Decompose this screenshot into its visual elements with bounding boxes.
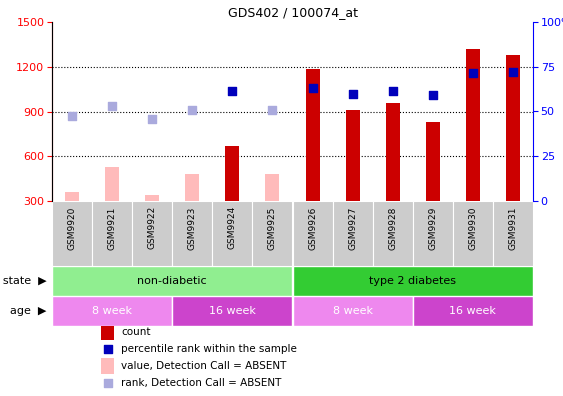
Text: 16 week: 16 week [209,306,256,316]
Text: 8 week: 8 week [92,306,132,316]
Bar [101,325,114,340]
Text: GSM9927: GSM9927 [348,206,357,249]
Bar [101,358,114,373]
Bar [493,201,533,266]
Text: non-diabetic: non-diabetic [137,276,207,286]
Point [228,88,237,94]
Text: GSM9925: GSM9925 [268,206,277,249]
Bar [145,195,159,201]
Text: GSM9922: GSM9922 [148,206,157,249]
Text: percentile rank within the sample: percentile rank within the sample [121,344,297,354]
Point [468,70,477,76]
Point [68,113,77,119]
Bar [466,49,480,201]
Text: 8 week: 8 week [333,306,373,316]
Bar [52,201,92,266]
Text: GSM9926: GSM9926 [308,206,317,249]
Text: value, Detection Call = ABSENT: value, Detection Call = ABSENT [121,361,287,371]
Bar [386,103,400,201]
Bar [172,296,293,326]
Point [268,107,277,113]
Point [348,90,357,97]
Point [508,69,517,75]
Bar [293,296,413,326]
Text: type 2 diabetes: type 2 diabetes [369,276,456,286]
Text: age  ▶: age ▶ [10,306,46,316]
Bar [185,174,199,201]
Point [188,107,197,113]
Text: GSM9920: GSM9920 [68,206,77,249]
Title: GDS402 / 100074_at: GDS402 / 100074_at [227,6,358,19]
Text: GSM9929: GSM9929 [428,206,437,249]
Point [388,88,397,94]
Bar [306,69,320,201]
Bar [105,167,119,201]
Bar [453,201,493,266]
Bar [132,201,172,266]
Text: GSM9921: GSM9921 [108,206,117,249]
Point [308,84,317,91]
Bar [252,201,293,266]
Text: GSM9924: GSM9924 [228,206,237,249]
Bar [212,201,252,266]
Bar [333,201,373,266]
Bar [92,201,132,266]
Bar [172,201,212,266]
Point [148,116,157,122]
Bar [426,122,440,201]
Bar [52,296,172,326]
Bar [373,201,413,266]
Bar [413,296,533,326]
Text: GSM9930: GSM9930 [468,206,477,250]
Text: count: count [121,327,150,337]
Bar [265,174,279,201]
Text: rank, Detection Call = ABSENT: rank, Detection Call = ABSENT [121,378,282,388]
Point [108,102,117,109]
Text: GSM9931: GSM9931 [508,206,517,250]
Bar [65,192,79,201]
Bar [225,146,239,201]
Bar [413,201,453,266]
Text: 16 week: 16 week [449,306,497,316]
Bar [506,55,520,201]
Text: disease state  ▶: disease state ▶ [0,276,46,286]
Bar [52,266,293,296]
Text: GSM9923: GSM9923 [188,206,197,249]
Bar [346,110,360,201]
Point [428,92,437,98]
Bar [293,266,533,296]
Bar [293,201,333,266]
Text: GSM9928: GSM9928 [388,206,397,249]
